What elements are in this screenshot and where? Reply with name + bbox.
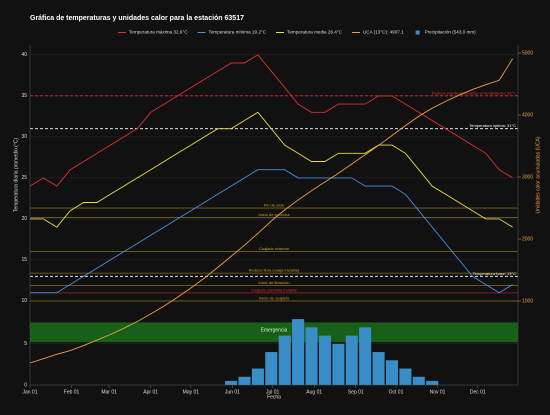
x-axis-label: Fecha bbox=[267, 394, 281, 400]
y-axis-label: Temperatura diaria promedio (°C) bbox=[13, 138, 19, 213]
legend-swatch bbox=[415, 30, 420, 35]
x-tick-label: Jan 01 bbox=[22, 389, 37, 395]
legend-label: Temperatura mínima 19.2°C bbox=[209, 30, 267, 35]
bar bbox=[372, 352, 385, 385]
reference-label: Inicio de floración bbox=[258, 280, 289, 285]
bar bbox=[359, 327, 372, 385]
band bbox=[30, 322, 518, 343]
reference-label: Inicio de cosecha bbox=[259, 212, 291, 217]
x-tick-label: Aug 01 bbox=[306, 389, 322, 395]
legend-label: Temperatura máxima 32.6°C bbox=[129, 30, 188, 35]
y2-tick-label: 1000 bbox=[522, 298, 533, 304]
x-tick-label: Dec 01 bbox=[470, 389, 486, 395]
series-line bbox=[29, 58, 513, 364]
bar bbox=[412, 376, 425, 385]
x-tick-label: Oct 01 bbox=[389, 389, 404, 395]
bar bbox=[278, 335, 291, 385]
legend-label: Temperatura media 26.4°C bbox=[287, 30, 343, 35]
x-tick-label: Mar 01 bbox=[101, 389, 117, 395]
bar bbox=[292, 319, 305, 385]
bar bbox=[426, 380, 439, 385]
y-tick-label: 40 bbox=[21, 52, 27, 58]
series-line bbox=[30, 111, 513, 228]
legend-label: Precipitación (543.0 mm) bbox=[425, 30, 477, 35]
y-tick-label: 5 bbox=[24, 341, 27, 347]
x-tick-label: Nov 01 bbox=[430, 389, 446, 395]
x-tick-label: Feb 01 bbox=[64, 389, 80, 395]
band-label: Emergencia bbox=[261, 328, 288, 334]
bar bbox=[345, 335, 358, 385]
bar bbox=[238, 376, 251, 385]
reference-label: Cuajado máximo bbox=[259, 246, 290, 251]
y-tick-label: 0 bbox=[24, 382, 27, 388]
x-tick-label: May 01 bbox=[183, 389, 200, 395]
legend-label: UCA (13°C): 4907.1 bbox=[363, 30, 404, 35]
y2-tick-label: 5000 bbox=[522, 50, 533, 56]
y-tick-label: 25 bbox=[21, 175, 27, 181]
y2-tick-label: 2000 bbox=[522, 236, 533, 242]
y2-axis-label: Unidades calor acumuladas (UCA) bbox=[535, 136, 541, 213]
x-tick-label: Sep 01 bbox=[348, 389, 364, 395]
x-tick-label: Jul 01 bbox=[266, 389, 280, 395]
y2-tick-label: 3000 bbox=[522, 174, 533, 180]
bar bbox=[399, 368, 412, 385]
chart-title: Gráfica de temperaturas y unidades calor… bbox=[30, 15, 244, 22]
series-line bbox=[30, 169, 513, 294]
reference-label: Reduce significativamente el rendimiento… bbox=[432, 90, 516, 95]
x-tick-label: Jun 01 bbox=[225, 389, 240, 395]
bar bbox=[332, 343, 345, 385]
reference-label: Inicio de cuajado bbox=[259, 296, 290, 301]
bar bbox=[225, 380, 238, 385]
y-tick-label: 30 bbox=[21, 134, 27, 140]
bar bbox=[318, 335, 331, 385]
bar bbox=[305, 327, 318, 385]
y-tick-label: 15 bbox=[21, 257, 27, 263]
y-tick-label: 35 bbox=[21, 93, 27, 99]
bar bbox=[385, 360, 399, 385]
y-tick-label: 10 bbox=[21, 298, 27, 304]
reference-label: Fin de ciclo bbox=[264, 203, 285, 208]
y2-tick-label: 4000 bbox=[522, 112, 533, 118]
reference-label: Reduce flora (cuaja inviable) bbox=[249, 268, 300, 273]
bar bbox=[265, 352, 278, 385]
series-line bbox=[29, 54, 513, 187]
y-tick-label: 20 bbox=[21, 216, 27, 222]
reference-label: Temperatura óptima: 31°C bbox=[469, 123, 516, 128]
x-tick-label: Apr 01 bbox=[143, 389, 158, 395]
reference-label: Cuajado (semilla) inviable bbox=[251, 288, 298, 293]
bar bbox=[251, 368, 264, 385]
